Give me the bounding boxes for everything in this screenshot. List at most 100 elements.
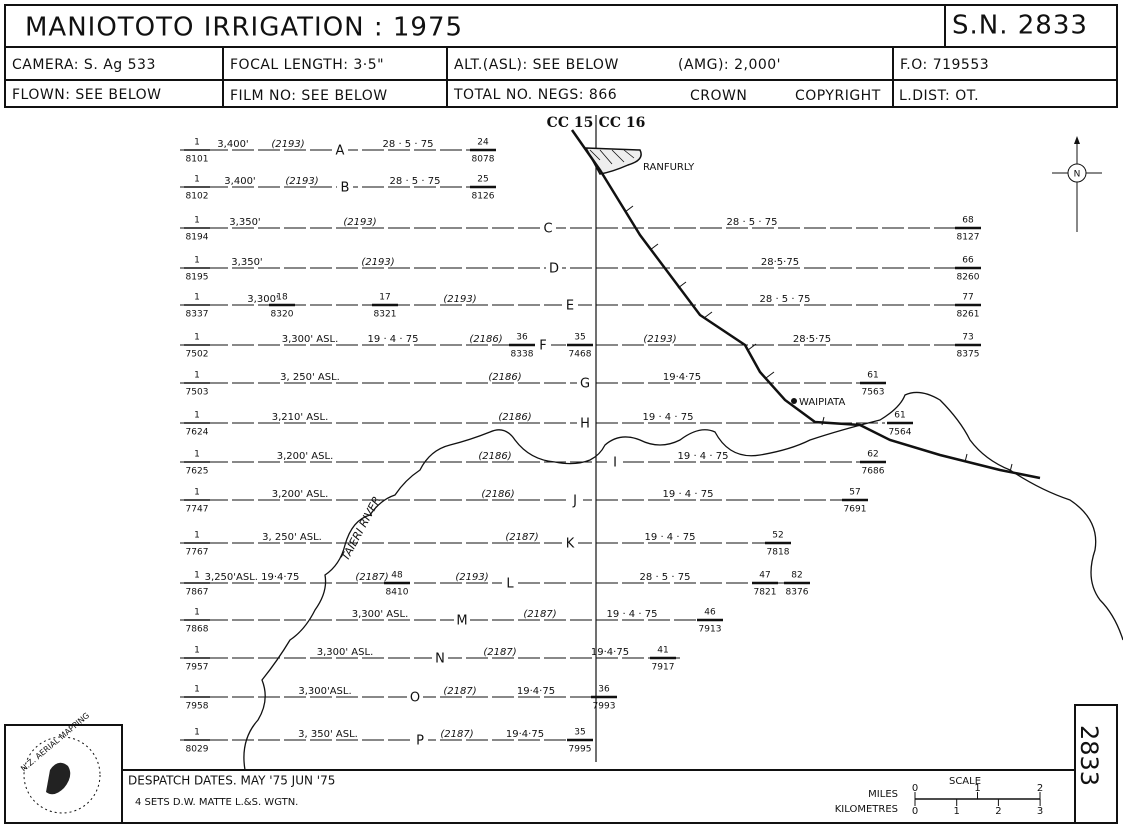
flown: FLOWN: SEE BELOW: [12, 87, 162, 103]
side-frame: [1074, 704, 1118, 824]
header-frame: [4, 4, 1118, 108]
frame-start: 18: [276, 293, 288, 303]
frame-start: 77: [962, 293, 973, 303]
frame-start: 1: [194, 175, 200, 185]
flight-info: 3, 350' ASL.: [298, 729, 358, 740]
side-number: 2833: [1075, 725, 1103, 786]
frame-end: 8320: [271, 310, 294, 320]
flight-info: 3,400': [224, 176, 255, 187]
film-number: (2187): [443, 686, 476, 697]
flight-info: 19·4·75: [591, 647, 629, 658]
frame-start: 1: [194, 685, 200, 695]
flight-info: 28 · 5 · 75: [390, 176, 441, 187]
line-letter: B: [341, 181, 350, 196]
frame-end: 7913: [699, 625, 722, 635]
focal-length: FOCAL LENGTH: 3·5": [230, 57, 384, 73]
flight-info: 19·4·75: [506, 729, 544, 740]
frame-end: 8375: [957, 350, 980, 360]
camera: CAMERA: S. Ag 533: [12, 57, 156, 73]
film-no: FILM NO: SEE BELOW: [230, 88, 388, 104]
letter-bg: [567, 492, 583, 508]
frame-start: 61: [894, 411, 905, 421]
scale-title: SCALE: [949, 776, 981, 787]
frame-end: 8029: [186, 745, 209, 755]
frame-end: 7564: [889, 428, 912, 438]
flight-info: 3,300' ASL.: [317, 647, 374, 658]
frame-start: 47: [759, 571, 770, 581]
line-letter: O: [410, 691, 420, 706]
frame-start: 1: [194, 728, 200, 738]
flight-info: 3,400': [217, 139, 248, 150]
north-circle: [1067, 163, 1087, 183]
flight-info: 3, 250' ASL.: [262, 532, 322, 543]
flight-info: 28·5·75: [761, 257, 799, 268]
miles-tick: 0: [912, 783, 918, 794]
frame-end: 7563: [862, 388, 885, 398]
north-arrow: N: [1052, 136, 1102, 232]
frame-end: 7867: [186, 588, 209, 598]
frame-start: 68: [962, 216, 974, 226]
frame-start: 46: [704, 608, 716, 618]
letter-bg: [337, 179, 353, 195]
frame-end: 8102: [186, 192, 209, 202]
railway-ticks: [624, 205, 1013, 473]
frame-end: 7468: [569, 350, 592, 360]
letter-bg: [502, 575, 518, 591]
film-number: (2186): [469, 334, 502, 345]
km-tick: 2: [995, 806, 1001, 817]
film-number: (2187): [355, 572, 388, 583]
miles-tick: 1: [974, 783, 980, 794]
frame-end: 7993: [593, 702, 616, 712]
flight-info: 3,300' ASL.: [352, 609, 409, 620]
km-tick: 0: [912, 806, 918, 817]
town-label: WAIPIATA: [799, 397, 846, 408]
flight-info: 28·5·75: [793, 334, 831, 345]
logo-map: [46, 762, 71, 795]
frame-end: 8321: [374, 310, 397, 320]
line-letter: G: [580, 377, 590, 392]
frame-end: 8194: [186, 233, 209, 243]
letter-bg: [332, 142, 348, 158]
frame-start: 25: [477, 175, 488, 185]
frame-start: 35: [574, 333, 585, 343]
flight-info: 28 · 5 · 75: [383, 139, 434, 150]
crown: CROWN: [690, 88, 747, 104]
film-number: (2187): [483, 647, 516, 658]
frame-end: 7818: [767, 548, 790, 558]
frame-start: 1: [194, 216, 200, 226]
line-letter: D: [549, 262, 559, 277]
frame-end: 8260: [957, 273, 980, 283]
frame-end: 7821: [754, 588, 777, 598]
flight-info: 28 · 5 · 75: [727, 217, 778, 228]
flight-info: 3,210' ASL.: [272, 412, 329, 423]
frame-start: 1: [194, 333, 200, 343]
frame-end: 7502: [186, 350, 209, 360]
letter-bg: [562, 535, 578, 551]
frame-start: 24: [477, 138, 489, 148]
line-letter: M: [456, 614, 467, 629]
line-letter: P: [416, 734, 424, 749]
frame-start: 1: [194, 138, 200, 148]
frame-end: 7958: [186, 702, 209, 712]
frame-end: 7625: [186, 467, 209, 477]
line-letter: J: [572, 494, 577, 509]
frame-start: 1: [194, 371, 200, 381]
cc-left: CC 15: [547, 115, 594, 131]
frame-end: 8338: [511, 350, 534, 360]
ranfurly-area: [584, 147, 642, 175]
letter-bg: [412, 732, 428, 748]
frame-start: 35: [574, 728, 585, 738]
frame-start: 17: [379, 293, 390, 303]
frame-end: 8101: [186, 155, 209, 165]
frame-end: 7868: [186, 625, 209, 635]
flight-info: 19 · 4 · 75: [643, 412, 694, 423]
flight-info: 3,300'ASL.: [298, 686, 351, 697]
river-label: TAIERI RIVER: [339, 494, 384, 563]
frame-start: 41: [657, 646, 668, 656]
logo-frame: [4, 724, 123, 824]
frame-end: 8078: [472, 155, 495, 165]
frame-start: 1: [194, 293, 200, 303]
letter-bg: [607, 454, 623, 470]
frame-end: 8127: [957, 233, 980, 243]
